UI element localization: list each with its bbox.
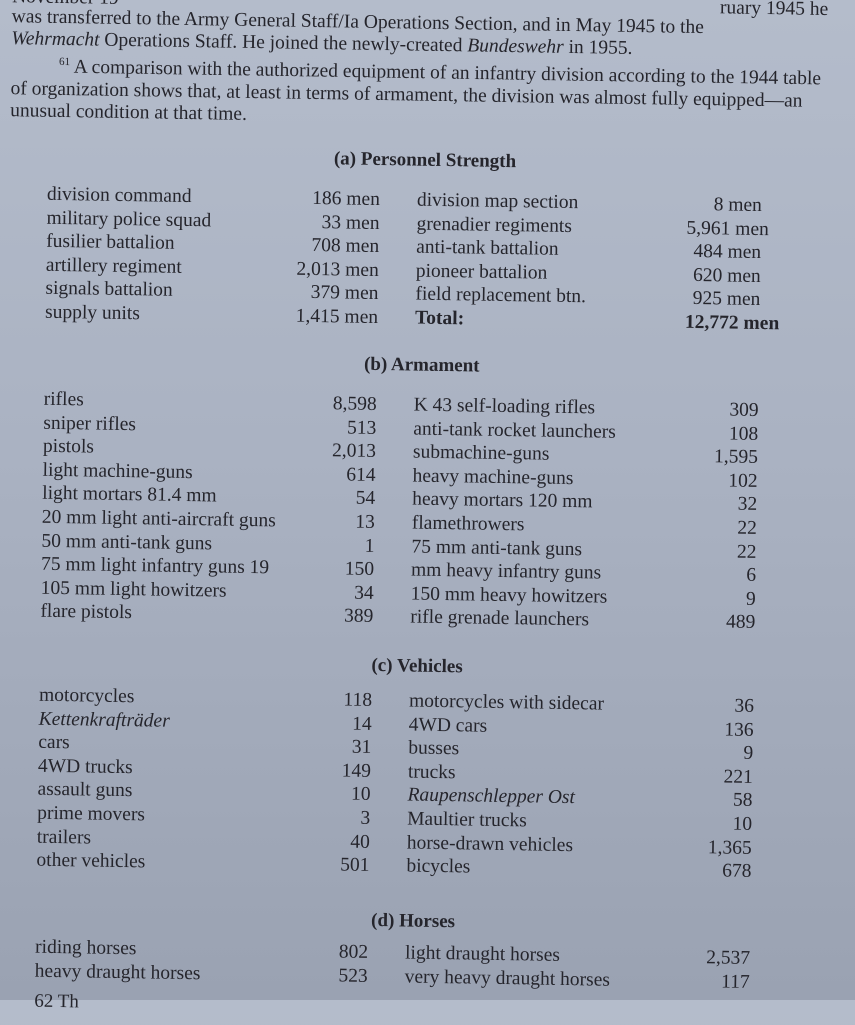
left-item-value: 379 men — [310, 282, 379, 305]
right-item-value: 22 — [737, 517, 757, 539]
right-item-value: 1,365 — [707, 836, 752, 859]
right-item-value: 9 — [743, 742, 754, 765]
left-item-value: 14 — [352, 713, 372, 735]
right-item-label: Total: — [414, 307, 465, 330]
right-item-value: 484 men — [693, 241, 762, 264]
right-item-value: 620 men — [692, 264, 761, 287]
left-item-value: 118 — [343, 689, 373, 711]
left-item-value: 186 men — [312, 187, 381, 210]
right-item-value: 12,772 men — [684, 311, 780, 335]
right-item-value: 8 men — [713, 194, 763, 216]
italic-term: Bundeswehr — [467, 35, 564, 58]
right-item-value: 925 men — [692, 288, 761, 311]
right-item-label: very heavy draught horses — [404, 966, 611, 991]
left-item-value: 1,415 men — [295, 305, 379, 328]
left-item-value: 1 — [364, 535, 375, 557]
left-item-value: 802 — [338, 941, 369, 963]
section-table: rifles 8,598 K 43 self-loading rifles 309 sn… — [40, 388, 759, 635]
right-item-value: 6 — [746, 564, 757, 587]
left-item-label: supply units — [44, 301, 141, 325]
footnote-60-continuation: was transferred to the Army General Staf… — [10, 6, 842, 135]
right-item-value: 136 — [724, 719, 754, 741]
section-table: motorcycles 118 motorcycles with sidecar 36… — [36, 684, 754, 884]
left-item-value: 10 — [350, 783, 371, 806]
left-item-value: 389 — [343, 605, 374, 628]
right-item-label: rifle grenade launchers — [410, 606, 590, 631]
right-item-value: 9 — [745, 588, 756, 610]
left-item-value: 2,013 — [331, 440, 377, 463]
left-item-value: 40 — [350, 831, 370, 853]
footnote-61: 61 A comparison with the authorized equi… — [10, 50, 841, 135]
right-item-value: 58 — [732, 789, 753, 812]
left-item-value: 33 men — [321, 211, 380, 234]
right-item-value: 102 — [728, 470, 758, 492]
left-item-label: flare pistols — [40, 601, 133, 624]
right-item-value: 36 — [734, 695, 755, 717]
right-item-value: 108 — [728, 423, 759, 445]
section-table: riding horses 802 light draught horses 2,53… — [35, 936, 751, 994]
left-item-value: 2,013 men — [296, 258, 379, 281]
right-item-value: 2,537 — [706, 947, 751, 969]
right-item-value: 32 — [737, 494, 758, 516]
right-item-value: 5,961 men — [686, 217, 769, 240]
right-item-value: 10 — [732, 813, 753, 835]
left-item-value: 523 — [338, 965, 368, 987]
section-title: (c) Vehicles — [371, 654, 463, 678]
section-table: division command 186 men division map sect… — [44, 183, 780, 336]
left-item-value: 13 — [355, 511, 376, 533]
right-item-value: 678 — [721, 860, 752, 883]
left-item-value: 54 — [355, 488, 376, 510]
left-item-label: heavy draught horses — [34, 960, 201, 984]
right-item-value: 117 — [720, 971, 750, 993]
italic-term: Wehrmacht — [11, 28, 100, 51]
right-item-value: 489 — [725, 611, 756, 634]
left-item-value: 708 men — [311, 235, 380, 258]
left-item-value: 149 — [341, 760, 372, 782]
section-title: (b) Armament — [363, 353, 480, 377]
left-item-label: other vehicles — [36, 849, 146, 873]
footnote-text: A comparison with the authorized equipme… — [10, 56, 822, 125]
left-item-value: 501 — [340, 854, 370, 877]
left-item-value: 513 — [346, 417, 377, 439]
text: in 1955. — [563, 36, 633, 59]
footnote-number: 61 — [58, 55, 71, 69]
right-item-label: bicycles — [406, 855, 471, 878]
left-item-value: 3 — [360, 807, 371, 829]
right-item-value: 22 — [736, 541, 757, 563]
section-title: (d) Horses — [370, 909, 456, 933]
left-item-value: 614 — [346, 464, 376, 486]
left-item-value: 150 — [344, 558, 375, 581]
cut-off-footnote: 62 Th — [34, 990, 79, 1013]
left-item-value: 8,598 — [332, 393, 377, 415]
right-item-value: 221 — [723, 766, 754, 788]
right-item-value: 1,595 — [713, 446, 759, 469]
section-title: (a) Personnel Strength — [333, 148, 517, 173]
left-item-value: 31 — [351, 736, 372, 759]
left-item-value: 34 — [354, 582, 374, 604]
right-item-value: 309 — [729, 399, 759, 421]
